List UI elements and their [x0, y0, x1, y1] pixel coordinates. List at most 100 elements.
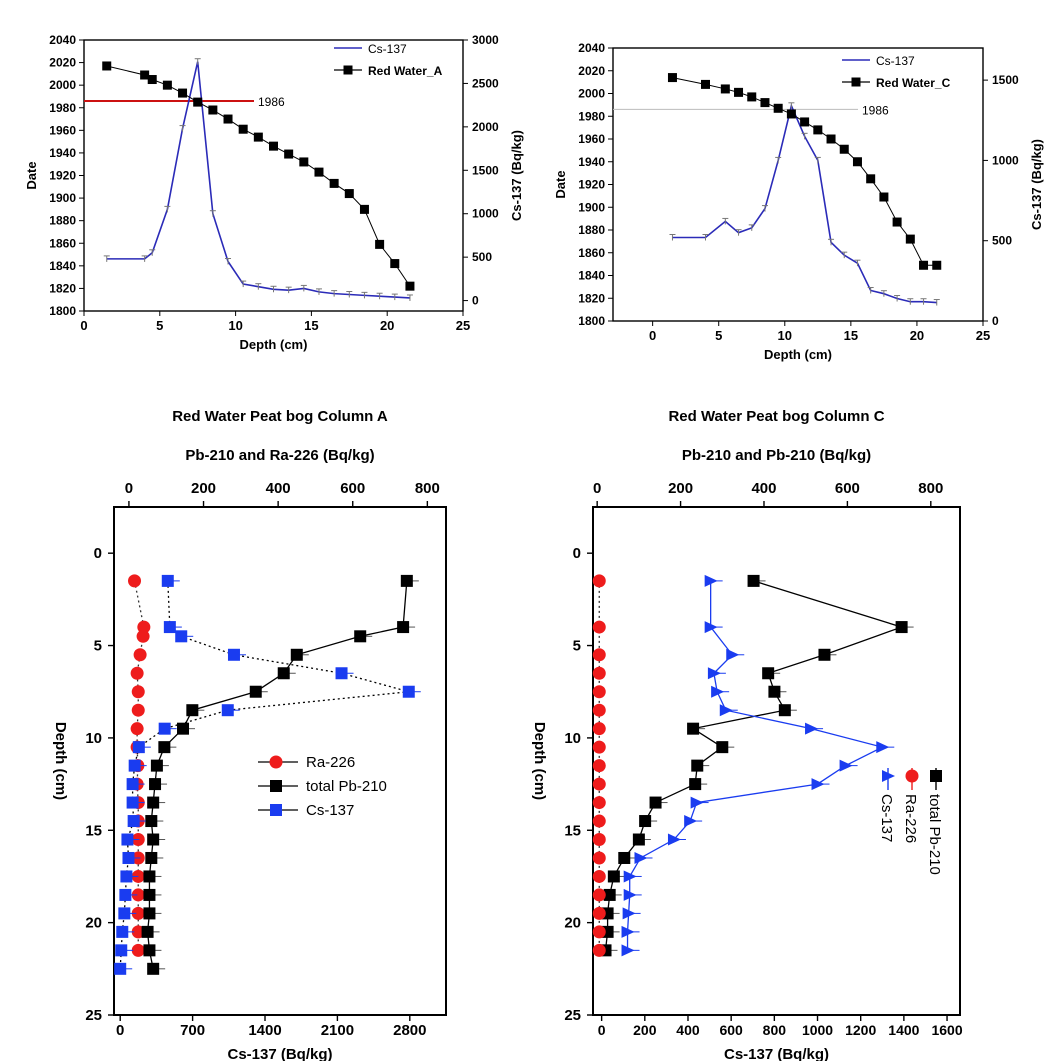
data-point-date: [786, 109, 796, 119]
x-tick-label: 20: [380, 318, 394, 333]
bottom-tick-label: 2100: [321, 1022, 354, 1039]
legend: total Pb-210 Ra-226 Cs-137: [878, 768, 943, 875]
data-point-cs-137: [122, 851, 135, 864]
data-point-total-pb-210: [400, 574, 413, 587]
data-point-total-pb-210: [147, 962, 160, 975]
plot-frame: [113, 506, 447, 1016]
data-point-total-pb-210: [397, 621, 410, 634]
y-tick-label: 1980: [49, 101, 76, 115]
data-point-ra-226: [133, 648, 147, 662]
bottom-tick-label: 1600: [931, 1022, 962, 1038]
data-point-date: [140, 70, 150, 80]
data-point-ra-226: [131, 906, 145, 920]
data-point-ra-226: [592, 620, 606, 634]
legend: Cs-137 Red Water_C: [842, 54, 951, 90]
data-point-cs-137: [707, 667, 721, 680]
y2-tick-label: 3000: [472, 33, 499, 47]
data-point-date: [162, 80, 172, 90]
data-point-total-pb-210: [147, 796, 160, 809]
y2-tick-label: 500: [992, 234, 1012, 248]
data-point-ra-226: [592, 574, 606, 588]
y-tick-label: 0: [94, 545, 102, 562]
y2-tick-label: 2000: [472, 120, 499, 134]
data-point-total-pb-210: [143, 944, 156, 957]
legend-marker-cs-137: [270, 804, 282, 816]
data-point-cs-137: [622, 907, 636, 920]
x-tick-label: 10: [778, 328, 792, 343]
data-point-cs-137: [726, 648, 740, 661]
data-point-date: [223, 114, 233, 124]
y-tick-label: 1860: [49, 236, 76, 250]
data-point-cs-137: [805, 722, 819, 735]
y-tick-label: 1980: [578, 109, 605, 123]
y-axis-label: Depth (cm): [531, 722, 548, 800]
x-tick-label: 0: [80, 318, 87, 333]
data-point-total-pb-210: [747, 574, 760, 587]
data-point-date: [800, 117, 810, 127]
top-tick-label: 600: [340, 480, 365, 497]
top-tick-label: 0: [125, 480, 133, 497]
data-point-date: [314, 167, 324, 177]
x-axis-label: Depth (cm): [764, 347, 832, 362]
top-tick-label: 800: [918, 480, 943, 497]
data-point-date: [813, 125, 823, 135]
x-tick-label: 5: [156, 318, 163, 333]
series-line-date: [672, 77, 937, 266]
reference-line-label: 1986: [258, 95, 285, 109]
y-tick-label: 1820: [49, 281, 76, 295]
data-point-cs-137: [126, 778, 139, 791]
data-point-cs-137: [876, 741, 890, 754]
y-axis-label: Date: [24, 161, 39, 189]
legend-label-total-pb-210: total Pb-210: [926, 794, 943, 875]
legend-label-cs-137: Cs-137: [878, 794, 895, 842]
data-point-total-pb-210: [145, 815, 158, 828]
data-point-cs-137: [623, 888, 637, 901]
data-point-date: [905, 234, 915, 244]
y-tick-label: 15: [85, 822, 102, 839]
legend-label-cs-137: Cs-137: [306, 802, 354, 819]
data-point-ra-226: [592, 777, 606, 791]
bottom-tick-label: 700: [180, 1022, 205, 1039]
data-point-cs-137: [119, 888, 132, 901]
data-point-cs-137: [704, 574, 718, 587]
bottom-tick-label: 200: [633, 1022, 657, 1038]
data-point-cs-137: [667, 833, 681, 846]
legend-marker-total-pb-210: [270, 780, 282, 792]
y2-tick-label: 2500: [472, 76, 499, 90]
data-point-total-pb-210: [141, 925, 154, 938]
data-point-total-pb-210: [762, 667, 775, 680]
data-point-cs-137: [335, 667, 348, 680]
series-line-ra-226: [133, 580, 145, 951]
legend-marker-date: [851, 77, 861, 87]
x-tick-label: 15: [304, 318, 318, 333]
data-point-total-pb-210: [145, 851, 158, 864]
data-point-date: [329, 178, 339, 188]
data-point-total-pb-210: [768, 685, 781, 698]
data-point-date: [238, 124, 248, 134]
legend-marker-date: [343, 65, 353, 75]
y-tick-label: 1800: [578, 314, 605, 328]
y2-tick-label: 0: [472, 294, 479, 308]
y-tick-label: 1920: [49, 169, 76, 183]
top-axis-label: Pb-210 and Pb-210 (Bq/kg): [682, 447, 871, 464]
data-point-cs-137: [114, 962, 127, 975]
y-tick-label: 15: [564, 822, 581, 839]
legend-label-date: Red Water_A: [368, 64, 443, 78]
y2-tick-label: 500: [472, 250, 492, 264]
data-point-total-pb-210: [632, 833, 645, 846]
y2-tick-label: 1000: [992, 153, 1019, 167]
data-point-date: [193, 97, 203, 107]
y-axis-label: Date: [553, 170, 568, 198]
legend-label-cs137: Cs-137: [368, 42, 407, 56]
y2-tick-label: 1000: [472, 207, 499, 221]
y-tick-label: 1920: [578, 178, 605, 192]
legend-marker-ra-226: [269, 755, 283, 769]
data-point-cs-137: [116, 925, 129, 938]
y2-tick-label: 1500: [472, 163, 499, 177]
data-point-total-pb-210: [149, 778, 162, 791]
data-point-ra-226: [592, 740, 606, 754]
y-tick-label: 1880: [49, 214, 76, 228]
x-tick-label: 0: [649, 328, 656, 343]
y-tick-label: 10: [564, 730, 581, 747]
data-point-date: [405, 281, 415, 291]
